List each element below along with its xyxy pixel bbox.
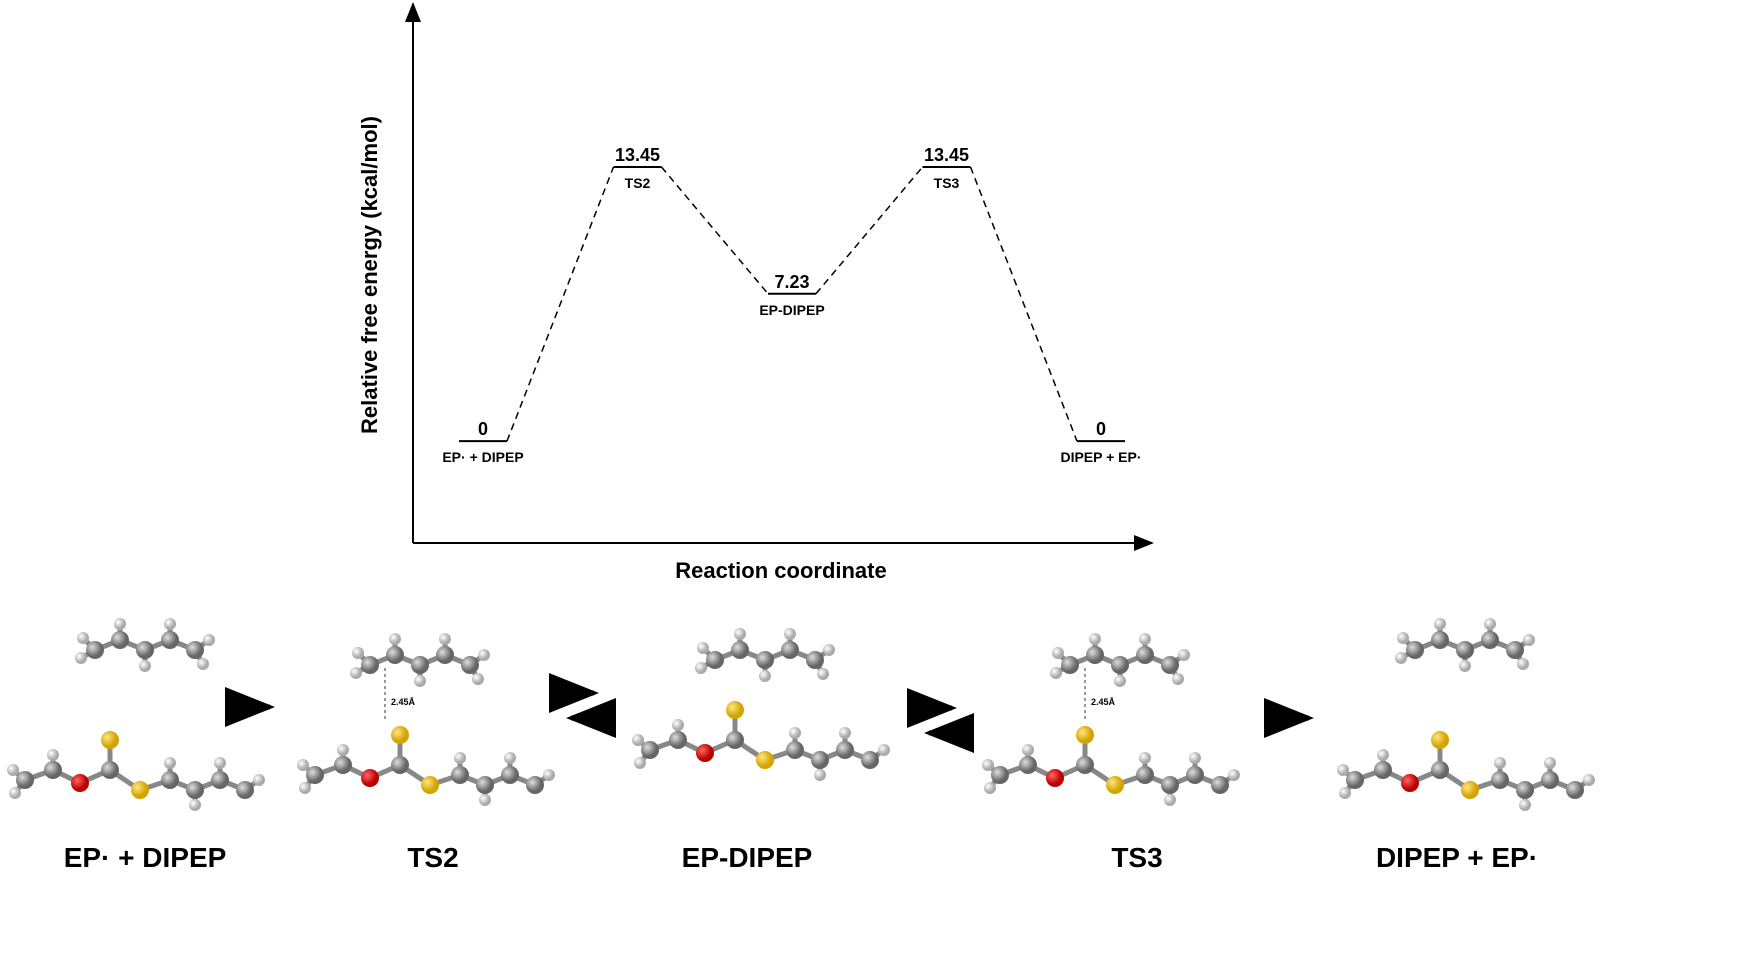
structure-label: TS2 <box>407 842 458 873</box>
structure-label: EP-DIPEP <box>682 842 813 873</box>
state-label: EP· + DIPEP <box>442 449 523 465</box>
connector <box>969 166 1078 442</box>
bond-label: 2.45Å <box>1091 697 1116 707</box>
molecule <box>7 618 265 811</box>
y-axis-title: Relative free energy (kcal/mol) <box>357 116 382 434</box>
molecule <box>632 628 890 781</box>
connector <box>660 166 769 295</box>
state-label: EP-DIPEP <box>759 302 824 318</box>
x-axis-title: Reaction coordinate <box>675 558 886 583</box>
value-label: 7.23 <box>774 272 809 292</box>
structure-label: DIPEP + EP· <box>1376 842 1538 873</box>
connector <box>815 166 924 295</box>
value-label: 0 <box>478 419 488 439</box>
structure-label: EP· + DIPEP <box>64 842 227 873</box>
state-label: DIPEP + EP· <box>1060 449 1141 465</box>
bond-label: 2.45Å <box>391 697 416 707</box>
state-label: TS3 <box>934 175 960 191</box>
molecule <box>1337 618 1595 811</box>
value-label: 0 <box>1096 419 1106 439</box>
value-label: 13.45 <box>615 145 660 165</box>
molecule: 2.45Å <box>982 633 1240 806</box>
molecule: 2.45Å <box>297 633 555 806</box>
state-label: TS2 <box>625 175 651 191</box>
connector <box>506 166 615 442</box>
reaction-arrows <box>225 673 1314 753</box>
value-label: 13.45 <box>924 145 969 165</box>
structure-label: TS3 <box>1111 842 1162 873</box>
